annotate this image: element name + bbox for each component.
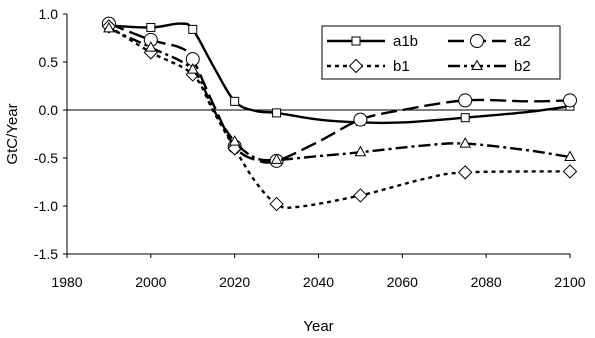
legend-box [321, 25, 561, 80]
x-tick-label: 2100 [554, 274, 585, 290]
data-point-b2 [564, 150, 576, 162]
data-point-b2 [144, 41, 157, 52]
y-axis-title: GtC/Year [4, 103, 21, 164]
legend-marker-a1b [351, 36, 361, 46]
legend-label-b1: b1 [393, 58, 410, 75]
data-point-b2 [270, 153, 283, 164]
legend-label-a2: a2 [514, 33, 531, 50]
series-a2 [101, 16, 577, 168]
x-tick-label: 2000 [135, 274, 166, 290]
legend-marker-a2 [470, 34, 484, 48]
data-point-b2 [103, 21, 115, 33]
data-point-a2 [458, 93, 473, 108]
data-point-a1b [230, 96, 240, 106]
legend-marker-b1 [348, 58, 364, 74]
data-point-a2 [353, 112, 368, 127]
data-point-a1b [272, 108, 282, 118]
x-tick-label: 1980 [51, 274, 82, 290]
x-axis-title: Year [303, 318, 333, 335]
data-point-a1b [146, 22, 156, 32]
y-tick-label: -1.5 [34, 246, 58, 262]
data-point-b1 [269, 196, 284, 212]
x-tick-label: 2020 [219, 274, 250, 290]
x-tick-label: 2060 [387, 274, 418, 290]
series-b2 [103, 21, 576, 164]
series-layer [101, 16, 578, 212]
legend-marker-b2 [471, 59, 483, 70]
data-point-b2 [459, 137, 472, 148]
legend: a1b a2 b1 b2 [321, 25, 561, 80]
y-tick-label: 0.0 [39, 102, 59, 118]
series-line-a1b [108, 22, 571, 125]
data-point-a1b [460, 113, 470, 123]
data-point-a1b [188, 24, 198, 34]
y-tick-label: -0.5 [34, 150, 58, 166]
data-point-b2 [186, 63, 199, 74]
data-point-b1 [353, 188, 368, 203]
data-point-b1 [562, 164, 578, 179]
data-point-b1 [458, 165, 473, 180]
legend-label-a1b: a1b [393, 33, 418, 50]
y-tick-label: 0.5 [39, 54, 59, 70]
legend-label-b2: b2 [514, 58, 531, 75]
x-tick-label: 2080 [471, 274, 502, 290]
data-point-b2 [228, 135, 241, 146]
y-tick-label: -1.0 [34, 198, 58, 214]
axes: 1.0 0.5 0.0 -0.5 -1.0 -1.5 1980 2000 2020 2040 206… [34, 6, 586, 290]
x-tick-label: 2040 [303, 274, 334, 290]
data-point-a2 [563, 93, 577, 108]
data-point-b2 [354, 145, 367, 157]
y-tick-label: 1.0 [39, 6, 59, 22]
